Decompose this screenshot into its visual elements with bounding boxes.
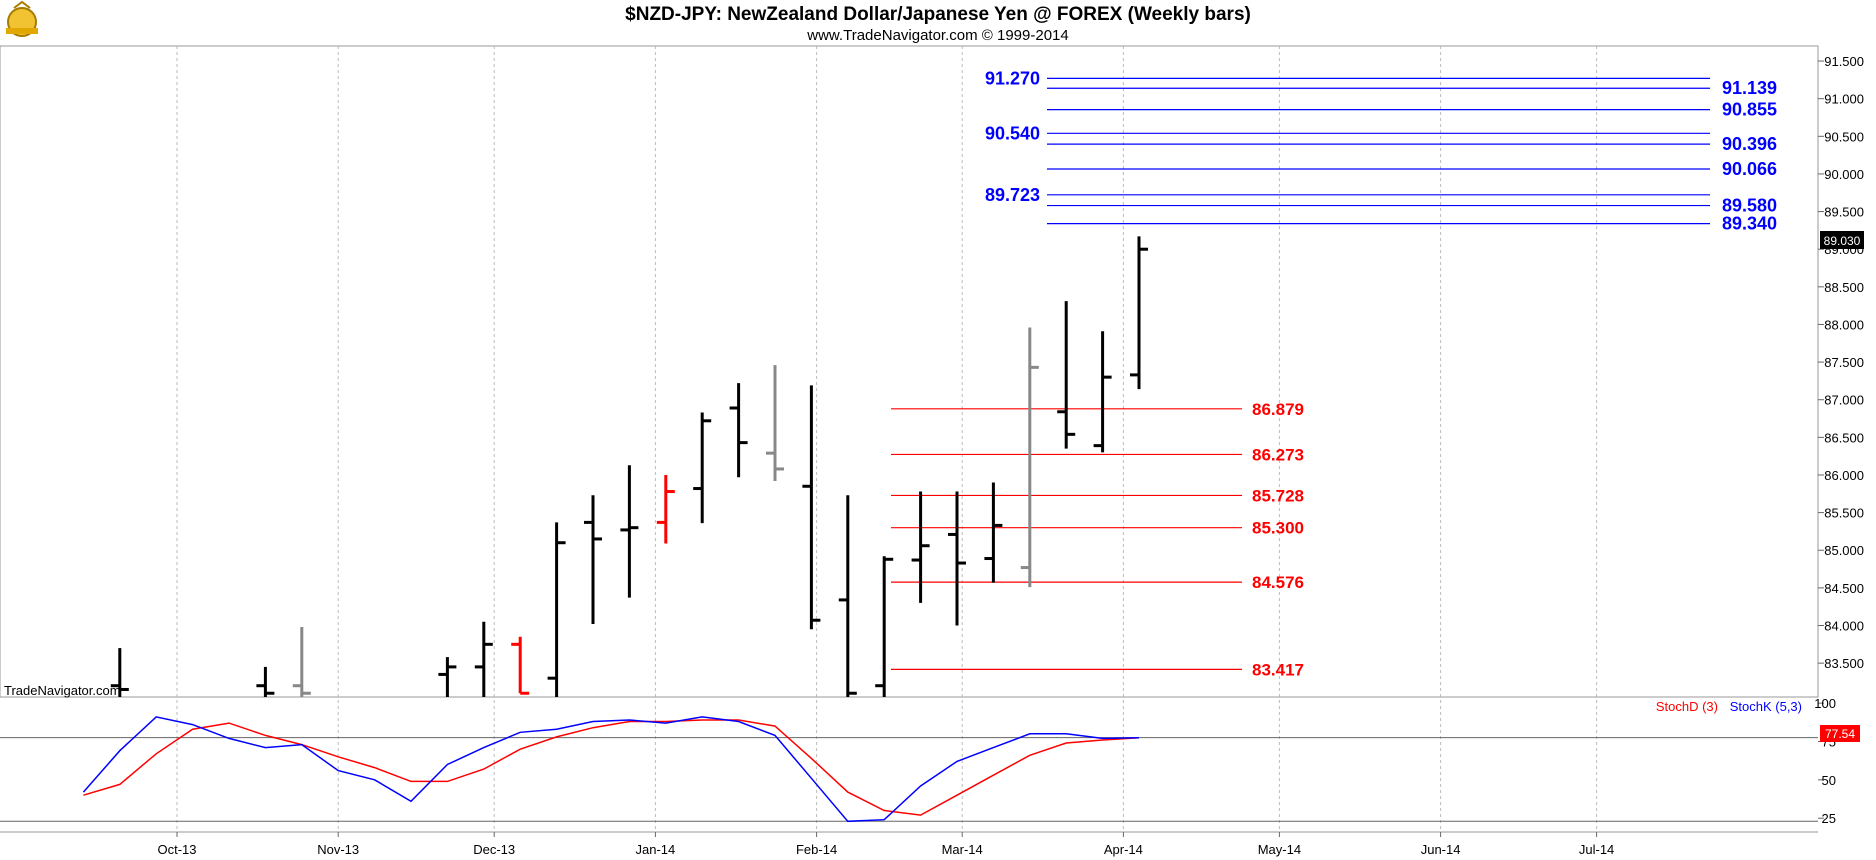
stoch-value-tag: 77.54 <box>1820 725 1860 742</box>
price-tick-label: 89.500 <box>1824 205 1864 220</box>
ohlc-bar <box>838 495 857 697</box>
date-tick-label: Oct-13 <box>157 842 196 857</box>
stoch-tick-label: 50 <box>1822 773 1836 788</box>
ohlc-bar <box>547 522 566 697</box>
ohlc-bar <box>256 666 275 697</box>
ohlc-bar <box>948 491 966 626</box>
stochastic-lines <box>82 716 1140 823</box>
ohlc-bar <box>1057 301 1076 449</box>
last-price-label: 89.030 <box>1824 234 1861 248</box>
date-tick-label: Nov-13 <box>317 842 359 857</box>
stoch-value-label: 77.54 <box>1825 727 1855 741</box>
price-tick-label: 85.000 <box>1824 543 1864 558</box>
resistance-label: 90.540 <box>985 123 1040 143</box>
ohlc-bar <box>511 636 530 695</box>
resistance-label: 89.723 <box>985 185 1040 205</box>
price-tick-label: 91.000 <box>1824 92 1864 107</box>
price-tick-label: 87.500 <box>1824 355 1864 370</box>
stoch-tick-label: 100 <box>1814 696 1836 711</box>
date-tick-label: Jul-14 <box>1579 842 1614 857</box>
support-label: 84.576 <box>1252 573 1304 592</box>
chart-title: $NZD-JPY: NewZealand Dollar/Japanese Yen… <box>625 4 1251 25</box>
ohlc-bar <box>766 365 784 482</box>
date-axis: Oct-13 Nov-13 Dec-13 Jan-14 Feb-14 Mar-14 Apr-… <box>157 832 1614 857</box>
price-tick-label: 83.500 <box>1824 656 1864 671</box>
date-tick-label: Dec-13 <box>473 842 515 857</box>
ohlc-bar <box>802 385 821 630</box>
ohlc-bar <box>911 491 930 603</box>
stochastic-series-line <box>82 716 1140 823</box>
ohlc-bar <box>110 648 129 697</box>
ohlc-bar <box>474 621 493 697</box>
date-tick-label: May-14 <box>1258 842 1301 857</box>
stochastic-axis: 255075100 <box>0 696 1836 826</box>
legend-stoch-k: StochK (5,3) <box>1730 699 1802 714</box>
support-label: 86.879 <box>1252 400 1304 419</box>
date-tick-label: Feb-14 <box>796 842 837 857</box>
resistance-label: 91.139 <box>1722 78 1777 98</box>
price-tick-label: 88.000 <box>1824 317 1864 332</box>
resistance-label: 89.580 <box>1722 196 1777 216</box>
ohlc-bar <box>438 657 457 697</box>
resistance-label: 91.270 <box>985 68 1040 88</box>
ohlc-bar <box>1130 236 1148 390</box>
price-tick-label: 91.500 <box>1824 54 1864 69</box>
ohlc-bar <box>984 482 1003 583</box>
resistance-label: 90.855 <box>1722 100 1777 120</box>
logo <box>6 0 38 37</box>
support-label: 85.728 <box>1252 486 1304 505</box>
price-tick-label: 84.000 <box>1824 619 1864 634</box>
trade-navigator-logo-icon <box>6 0 38 37</box>
support-label: 83.417 <box>1252 660 1304 679</box>
price-tick-label: 90.500 <box>1824 129 1864 144</box>
price-tick-label: 87.000 <box>1824 393 1864 408</box>
resistance-label: 90.396 <box>1722 134 1777 154</box>
ohlc-bar <box>620 465 639 598</box>
ohlc-bar <box>1020 327 1039 588</box>
price-tick-label: 86.000 <box>1824 468 1864 483</box>
last-price-tag: 89.030 <box>1820 231 1864 249</box>
vertical-gridlines <box>176 46 1598 832</box>
price-bars <box>110 236 1148 697</box>
ohlc-bar <box>693 412 712 524</box>
legend-stoch-d: StochD (3) <box>1656 699 1718 714</box>
chart-subtitle: www.TradeNavigator.com © 1999-2014 <box>806 27 1068 44</box>
ohlc-bar <box>656 474 675 544</box>
date-tick-label: Jan-14 <box>636 842 676 857</box>
ohlc-bar <box>292 627 311 697</box>
date-tick-label: Jun-14 <box>1421 842 1461 857</box>
stoch-tick-label: 25 <box>1822 811 1836 826</box>
ohlc-bar <box>875 556 894 697</box>
date-tick-label: Apr-14 <box>1104 842 1143 857</box>
ohlc-bar <box>729 383 748 478</box>
price-tick-label: 86.500 <box>1824 430 1864 445</box>
ohlc-bar <box>584 495 602 624</box>
stochastic-legend: StochD (3) StochK (5,3) <box>1656 699 1802 714</box>
price-tick-label: 84.500 <box>1824 581 1864 596</box>
price-tick-label: 90.000 <box>1824 167 1864 182</box>
support-label: 85.300 <box>1252 519 1304 538</box>
price-axis: 83.500 84.000 84.500 85.000 85.500 86.000 86.5… <box>1818 54 1864 671</box>
resistance-label: 89.340 <box>1722 214 1777 234</box>
price-tick-label: 88.500 <box>1824 280 1864 295</box>
watermark: TradeNavigator.com <box>4 683 121 698</box>
price-tick-label: 85.500 <box>1824 506 1864 521</box>
stochastic-series-line <box>83 719 1140 816</box>
support-label: 86.273 <box>1252 445 1304 464</box>
date-tick-label: Mar-14 <box>942 842 983 857</box>
ohlc-bar <box>1093 331 1112 453</box>
resistance-label: 90.066 <box>1722 159 1777 179</box>
